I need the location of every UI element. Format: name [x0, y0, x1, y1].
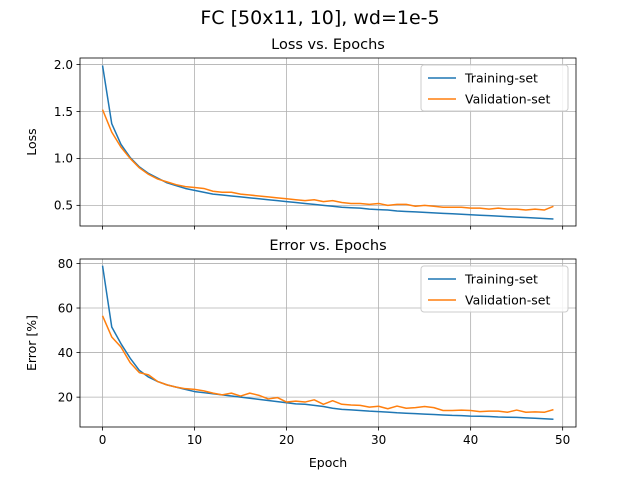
y-tick-label: 2.0: [54, 58, 73, 72]
legend-box: [420, 64, 569, 112]
x-tick-label: 40: [463, 433, 478, 447]
y-tick-label: 40: [58, 346, 73, 360]
legend-box: [420, 265, 569, 313]
series-line-validation-set: [101, 109, 554, 211]
legend-entry: Training-set: [464, 71, 538, 86]
axes-frame: [79, 57, 577, 227]
series-line-validation-set: [101, 315, 554, 414]
series-line-training-set: [101, 65, 554, 220]
y-tick-label: 80: [58, 257, 73, 271]
y-axis-label: Loss: [24, 128, 39, 155]
legend: Training-set Validation-set: [420, 265, 569, 313]
legend-entry: Training-set: [464, 272, 538, 287]
y-axis-label: Error [%]: [24, 315, 39, 371]
y-tick-label: 1.0: [54, 152, 73, 166]
subplot-title: Loss vs. Epochs: [271, 37, 385, 53]
axes-frame: [79, 258, 577, 428]
y-tick-label: 60: [58, 301, 73, 315]
x-tick-label: 30: [371, 433, 386, 447]
y-tick-label: 0.5: [54, 199, 73, 213]
subplot-title: Error vs. Epochs: [269, 238, 386, 254]
x-tick-label: 10: [187, 433, 202, 447]
y-tick-label: 1.5: [54, 105, 73, 119]
x-tick-label: 0: [99, 433, 107, 447]
legend-entry: Validation-set: [465, 92, 550, 107]
subplot-loss: 0.5 1.0 1.5 2.0 Loss vs. Epochs Loss Training-…: [24, 37, 577, 230]
x-tick-label: 20: [279, 433, 294, 447]
legend-entry: Validation-set: [465, 293, 550, 308]
x-tick-label: 50: [555, 433, 570, 447]
subplot-error: 0 10 20 30 40 50 20 40 60 80 Error vs. Epochs Error…: [24, 238, 577, 470]
legend: Training-set Validation-set: [420, 64, 569, 112]
x-axis-label: Epoch: [309, 455, 347, 470]
figure-suptitle: FC [50x11, 10], wd=1e-5: [200, 7, 439, 29]
y-tick-label: 20: [58, 390, 73, 404]
